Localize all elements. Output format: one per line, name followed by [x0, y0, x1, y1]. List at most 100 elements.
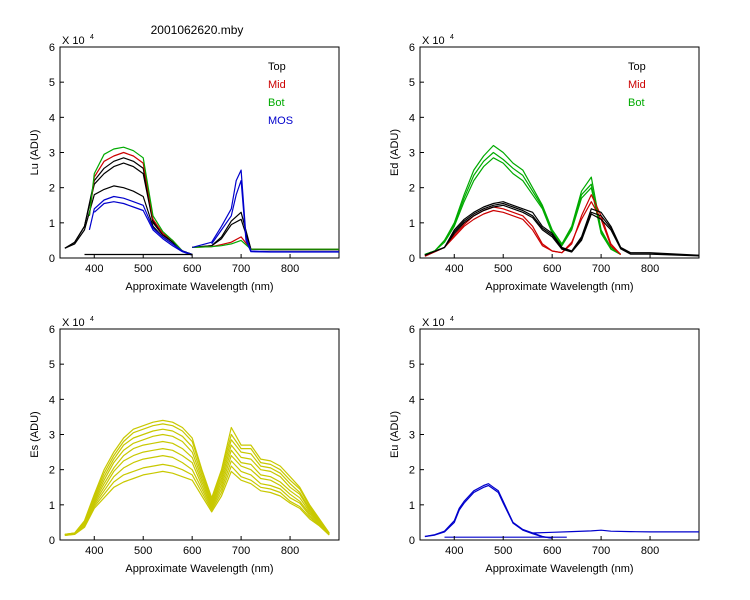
series-line-9	[64, 470, 330, 536]
x-axis-label: Approximate Wavelength (nm)	[125, 281, 273, 293]
plot-area	[59, 328, 340, 541]
series-line-5	[88, 146, 193, 256]
x-tick-label: 400	[445, 263, 463, 275]
chart-panel-4: 400 500 600 700 800 0 1 2 3 4 5 6 X 10 4 Approximate W…	[389, 316, 700, 575]
y-tick-label: 6	[49, 324, 55, 336]
y-multiplier-exponent: 4	[450, 34, 454, 41]
y-tick-label: 4	[409, 112, 415, 124]
series-line-6	[424, 201, 699, 256]
x-tick-label: 600	[543, 545, 561, 557]
plot-area	[419, 328, 700, 541]
series-line-4	[64, 433, 330, 536]
x-tick-label: 600	[183, 545, 201, 557]
y-tick-label: 5	[49, 359, 55, 371]
y-axis-label: Lu (ADU)	[29, 130, 41, 176]
figure-title: 2001062620.mby	[151, 23, 244, 37]
y-tick-label: 2	[49, 183, 55, 195]
y-multiplier: X 10	[422, 35, 445, 47]
x-tick-label: 800	[641, 545, 659, 557]
chart-panel-2: 400 500 600 700 800 0 1 2 3 4 5 6 X 10 4 Approximate W…	[389, 34, 700, 293]
y-multiplier-exponent: 4	[90, 34, 94, 41]
y-tick-label: 5	[49, 77, 55, 89]
y-tick-label: 1	[49, 218, 55, 230]
y-multiplier: X 10	[422, 317, 445, 329]
series-line-3	[64, 157, 193, 256]
x-tick-label: 700	[232, 263, 250, 275]
x-axis-label: Approximate Wavelength (nm)	[485, 563, 633, 575]
chart-panel-1: 400 500 600 700 800 0 1 2 3 4 5 6 X 10 4 Approximate W…	[29, 34, 340, 293]
y-tick-label: 0	[49, 253, 55, 265]
chart-panel-3: 400 500 600 700 800 0 1 2 3 4 5 6 X 10 4 Approximate W…	[29, 316, 340, 575]
y-tick-label: 4	[409, 394, 415, 406]
series-line-7	[64, 455, 330, 536]
x-tick-label: 400	[85, 263, 103, 275]
series-line-5	[424, 201, 622, 257]
y-tick-label: 2	[409, 183, 415, 195]
series-line-8	[64, 463, 330, 536]
series-line-4	[424, 194, 622, 257]
y-tick-label: 5	[409, 359, 415, 371]
series-line-1	[424, 483, 553, 539]
x-tick-label: 700	[232, 545, 250, 557]
series-line-3	[424, 157, 621, 256]
series-line-7	[424, 202, 699, 257]
series-line-13	[211, 180, 339, 253]
series-line-2	[424, 484, 553, 539]
y-tick-label: 0	[409, 535, 415, 547]
y-tick-label: 2	[49, 465, 55, 477]
y-tick-label: 1	[409, 500, 415, 512]
x-tick-label: 400	[445, 545, 463, 557]
y-multiplier-exponent: 4	[90, 316, 94, 323]
series-line-6	[64, 448, 330, 536]
y-tick-label: 4	[49, 394, 55, 406]
series-line-1	[424, 144, 622, 256]
y-tick-label: 3	[409, 148, 415, 160]
y-tick-label: 4	[49, 112, 55, 124]
y-multiplier: X 10	[62, 317, 85, 329]
x-tick-label: 500	[494, 263, 512, 275]
y-axis-label: Ed (ADU)	[389, 129, 401, 176]
legend-entry: Mid	[268, 79, 286, 91]
plot-area	[59, 46, 340, 259]
legend-entry: MOS	[268, 115, 293, 127]
series-line-2	[424, 151, 622, 256]
y-multiplier: X 10	[62, 35, 85, 47]
y-tick-label: 2	[409, 465, 415, 477]
series-line-9	[192, 218, 339, 251]
legend-entry: Top	[628, 61, 646, 73]
y-tick-label: 3	[49, 148, 55, 160]
series-line-3	[532, 529, 699, 534]
series-group	[64, 146, 339, 256]
series-line-2	[64, 423, 330, 535]
series-line-1	[64, 419, 330, 535]
y-tick-label: 5	[409, 77, 415, 89]
x-axis-label: Approximate Wavelength (nm)	[125, 563, 273, 575]
series-line-3	[64, 428, 330, 536]
legend-entry: Bot	[268, 97, 285, 109]
x-tick-label: 600	[183, 263, 201, 275]
x-tick-label: 500	[134, 545, 152, 557]
x-tick-label: 600	[543, 263, 561, 275]
y-axis-label: Es (ADU)	[29, 411, 41, 457]
y-axis-label: Eu (ADU)	[389, 411, 401, 458]
legend-entry: Mid	[628, 79, 646, 91]
x-tick-label: 800	[281, 545, 299, 557]
legend-entry: Top	[268, 61, 286, 73]
y-tick-label: 0	[409, 253, 415, 265]
series-group	[424, 144, 699, 257]
y-tick-label: 3	[49, 430, 55, 442]
series-line-11	[192, 239, 339, 250]
x-tick-label: 800	[641, 263, 659, 275]
series-line-8	[424, 204, 699, 257]
x-tick-label: 500	[134, 263, 152, 275]
y-tick-label: 0	[49, 535, 55, 547]
y-multiplier-exponent: 4	[450, 316, 454, 323]
legend-entry: Bot	[628, 97, 645, 109]
series-line-6	[88, 195, 193, 256]
y-tick-label: 1	[49, 500, 55, 512]
y-tick-label: 3	[409, 430, 415, 442]
series-line-7	[93, 201, 193, 256]
x-tick-label: 400	[85, 545, 103, 557]
x-tick-label: 700	[592, 263, 610, 275]
